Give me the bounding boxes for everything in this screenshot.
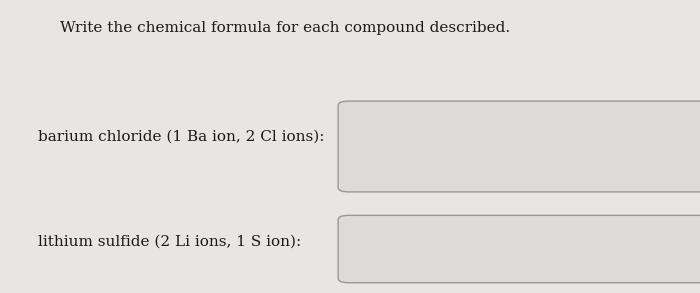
Text: Write the chemical formula for each compound described.: Write the chemical formula for each comp… (60, 21, 510, 35)
FancyBboxPatch shape (338, 101, 700, 192)
Text: barium chloride (1 Ba ion, 2 Cl ions):: barium chloride (1 Ba ion, 2 Cl ions): (38, 129, 325, 143)
Text: lithium sulfide (2 Li ions, 1 S ion):: lithium sulfide (2 Li ions, 1 S ion): (38, 235, 302, 249)
FancyBboxPatch shape (338, 215, 700, 283)
